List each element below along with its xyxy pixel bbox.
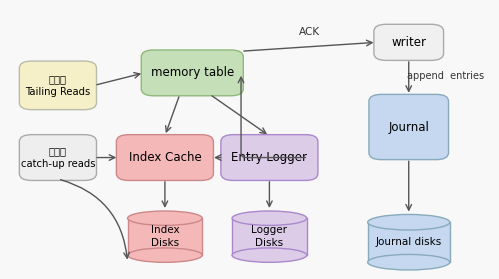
Text: Logger
Disks: Logger Disks bbox=[251, 225, 287, 248]
Text: Journal disks: Journal disks bbox=[376, 237, 442, 247]
FancyBboxPatch shape bbox=[19, 61, 96, 110]
Text: memory table: memory table bbox=[151, 66, 234, 79]
Text: ACK: ACK bbox=[298, 27, 320, 37]
Text: Journal: Journal bbox=[388, 121, 429, 134]
FancyBboxPatch shape bbox=[221, 135, 318, 181]
Ellipse shape bbox=[368, 254, 450, 270]
FancyBboxPatch shape bbox=[141, 50, 244, 96]
FancyBboxPatch shape bbox=[374, 24, 444, 60]
Text: 读磁盘
catch-up reads: 读磁盘 catch-up reads bbox=[20, 146, 95, 169]
Text: writer: writer bbox=[391, 36, 426, 49]
FancyBboxPatch shape bbox=[369, 94, 449, 160]
FancyBboxPatch shape bbox=[116, 135, 214, 181]
Text: Entry Logger: Entry Logger bbox=[232, 151, 307, 164]
Ellipse shape bbox=[128, 248, 202, 262]
Ellipse shape bbox=[368, 215, 450, 230]
FancyBboxPatch shape bbox=[19, 135, 96, 181]
Bar bbox=[128, 218, 202, 255]
Ellipse shape bbox=[232, 248, 307, 262]
Text: 读缓存
Tailing Reads: 读缓存 Tailing Reads bbox=[25, 74, 90, 97]
Bar bbox=[368, 222, 450, 262]
Ellipse shape bbox=[232, 211, 307, 225]
Bar bbox=[232, 218, 307, 255]
Text: Index
Disks: Index Disks bbox=[151, 225, 179, 248]
Ellipse shape bbox=[128, 211, 202, 225]
Text: Index Cache: Index Cache bbox=[129, 151, 201, 164]
Text: append  entries: append entries bbox=[408, 71, 485, 81]
